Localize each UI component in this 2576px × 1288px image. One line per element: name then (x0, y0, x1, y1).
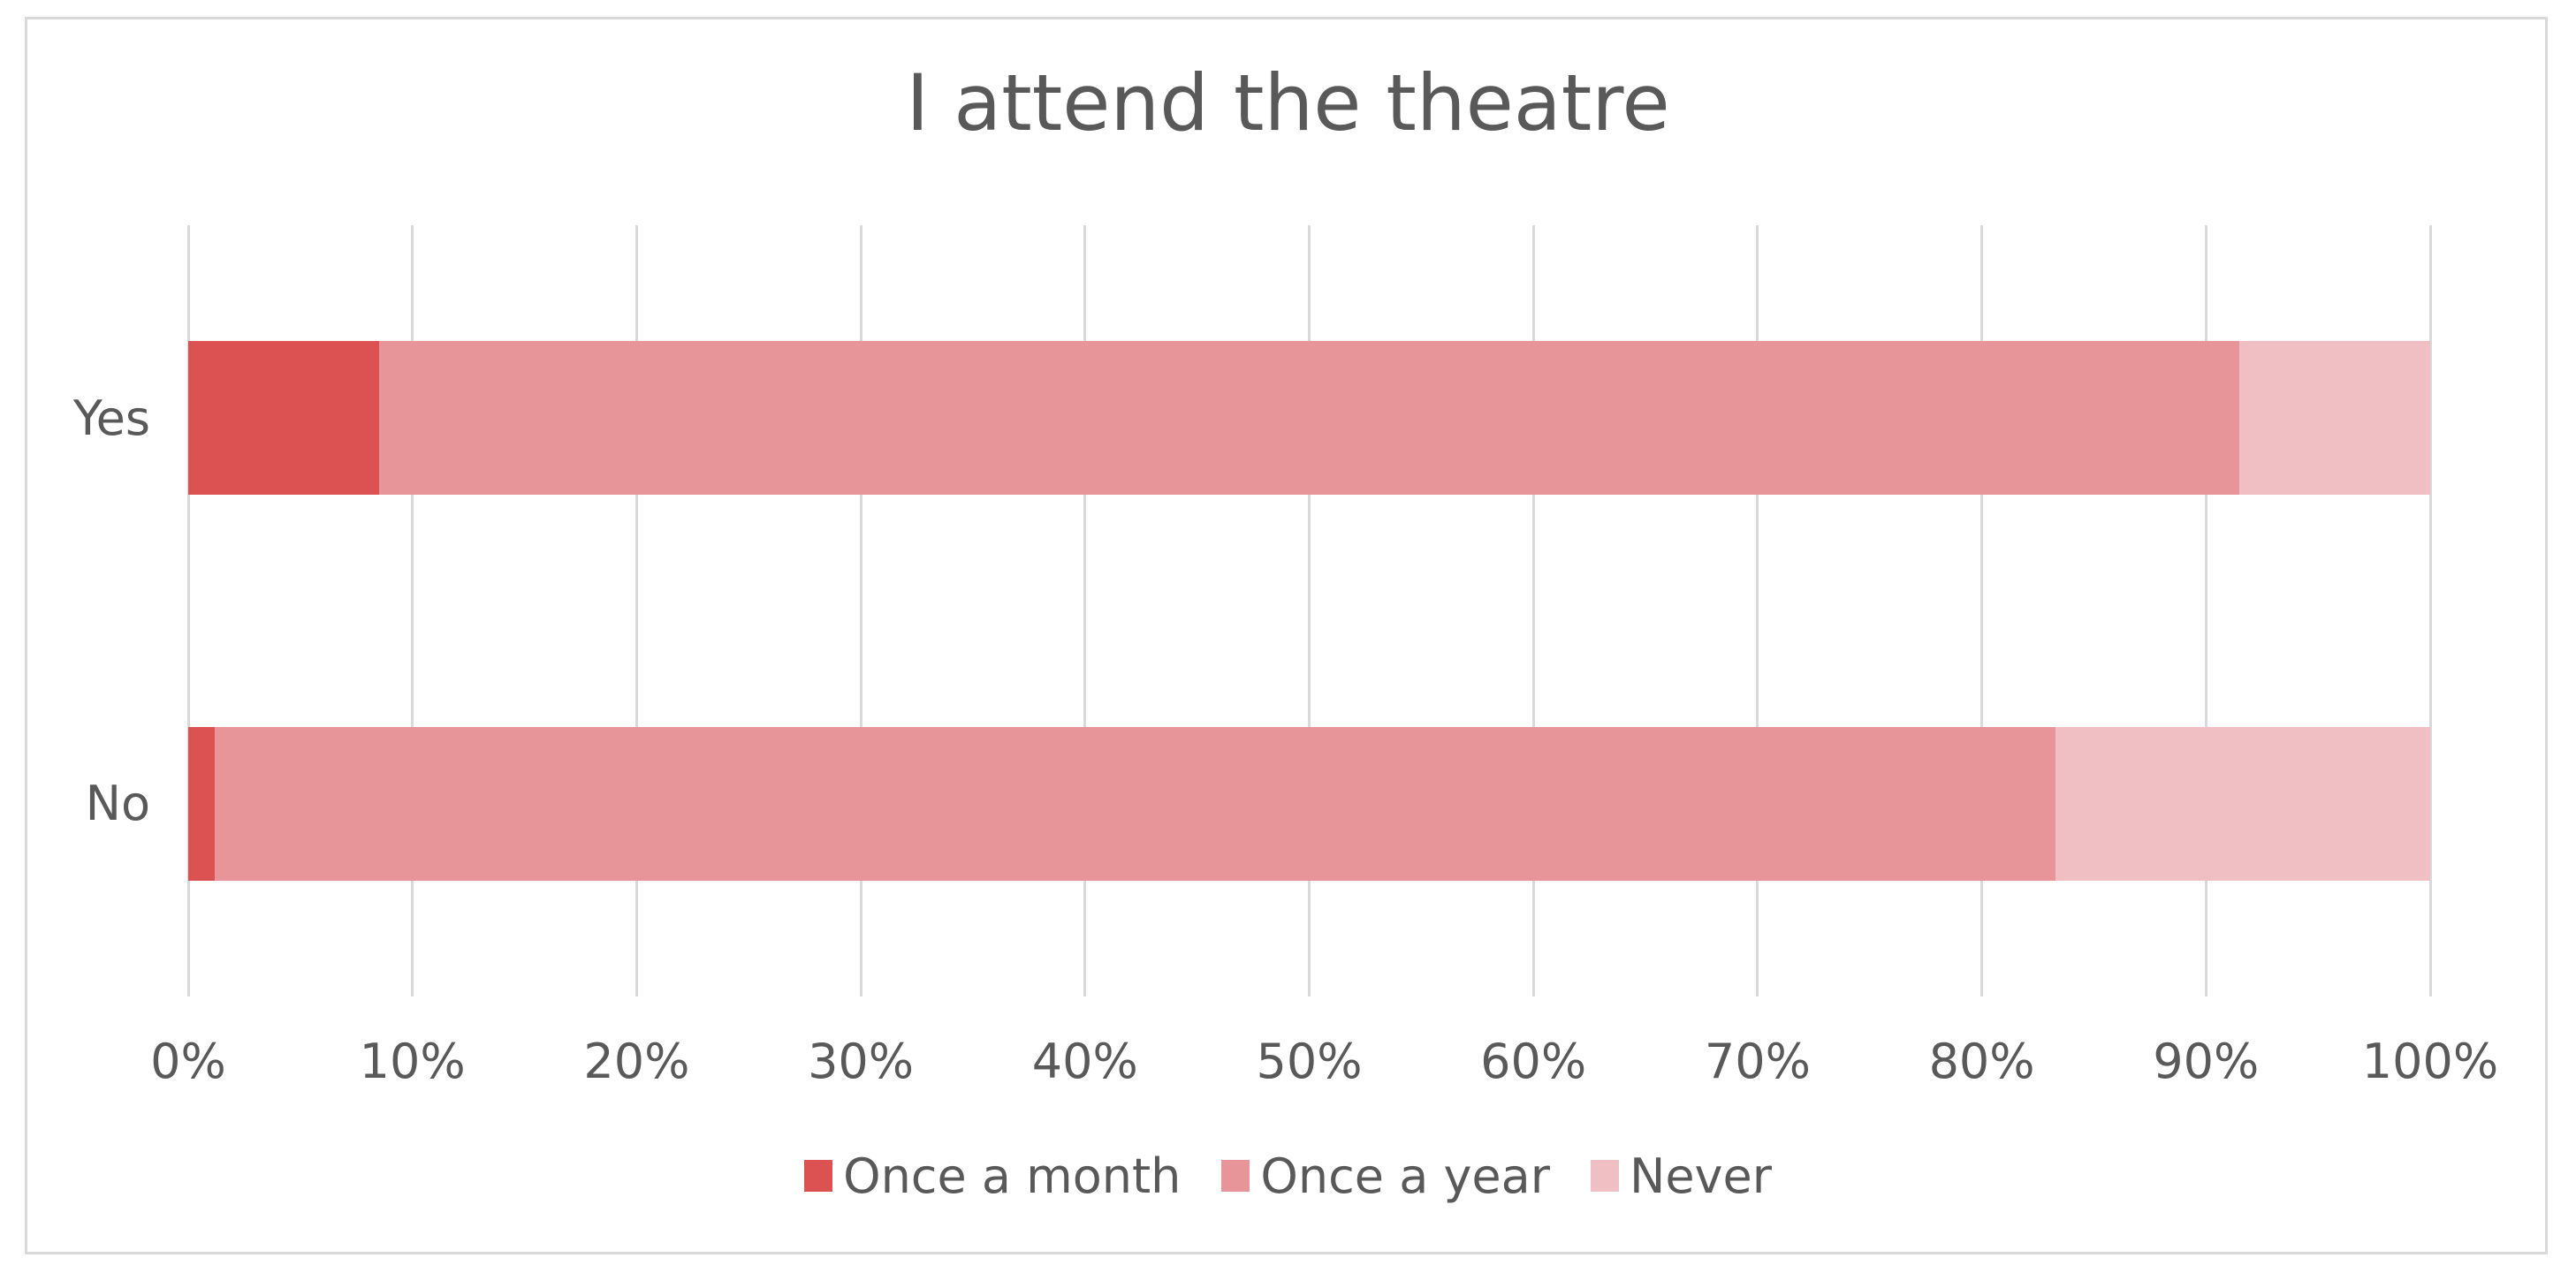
bar-segment-once-a-year (378, 341, 2240, 496)
x-tick-label: 50% (1256, 1034, 1363, 1089)
legend-swatch-once-a-month (804, 1160, 833, 1192)
chart-border (25, 17, 2548, 1254)
gridline (859, 225, 862, 996)
x-tick-label: 60% (1480, 1034, 1587, 1089)
gridline (411, 225, 414, 996)
x-tick-label: 30% (808, 1034, 915, 1089)
legend: Once a month Once a year Never (0, 1147, 2576, 1205)
bar-segment-never (2055, 726, 2430, 881)
bar-no (188, 726, 2430, 881)
legend-item-once-a-month: Once a month (804, 1148, 1181, 1204)
y-category-label-yes: Yes (72, 390, 150, 446)
bar-segment-once-a-month (188, 726, 216, 881)
x-tick-label: 10% (359, 1034, 466, 1089)
gridline (2204, 225, 2207, 996)
plot-area (186, 225, 2432, 996)
gridline (1980, 225, 1984, 996)
gridline (1531, 225, 1535, 996)
x-tick-label: 90% (2153, 1034, 2260, 1089)
gridline (1756, 225, 1759, 996)
gridline (2428, 225, 2432, 996)
x-tick-label: 40% (1031, 1034, 1138, 1089)
gridline (635, 225, 638, 996)
gridline (1083, 225, 1087, 996)
bar-yes (188, 341, 2430, 496)
legend-swatch-never (1590, 1160, 1619, 1192)
x-tick-label: 0% (150, 1034, 226, 1089)
legend-label: Once a month (843, 1148, 1182, 1204)
legend-swatch-once-a-year (1221, 1160, 1250, 1192)
legend-item-once-a-year: Once a year (1221, 1148, 1550, 1204)
gridline (186, 225, 190, 996)
bar-segment-never (2239, 341, 2430, 496)
gridline (1308, 225, 1311, 996)
bar-segment-once-a-month (188, 341, 379, 496)
x-tick-label: 20% (583, 1034, 690, 1089)
y-category-label-no: No (85, 776, 150, 832)
legend-item-never: Never (1590, 1148, 1772, 1204)
legend-label: Never (1629, 1148, 1772, 1204)
bar-segment-once-a-year (215, 726, 2056, 881)
x-tick-label: 100% (2361, 1034, 2499, 1089)
x-tick-label: 80% (1928, 1034, 2035, 1089)
chart-title: I attend the theatre (906, 57, 1670, 148)
x-tick-label: 70% (1704, 1034, 1811, 1089)
legend-label: Once a year (1260, 1148, 1550, 1204)
